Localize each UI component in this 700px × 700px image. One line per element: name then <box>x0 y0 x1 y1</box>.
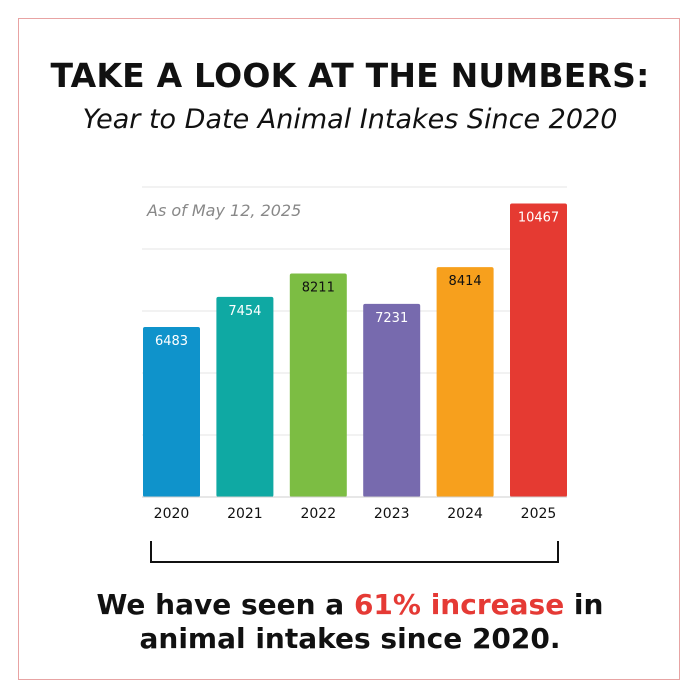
page-title: TAKE A LOOK AT THE NUMBERS: <box>50 56 650 95</box>
bar-value-label: 6483 <box>155 334 188 349</box>
increase-highlight: 61% increase <box>353 588 565 621</box>
x-tick-label: 2023 <box>374 506 410 522</box>
x-tick-label: 2024 <box>447 506 483 522</box>
x-tick-label: 2022 <box>300 506 336 522</box>
x-tick-label: 2021 <box>227 506 263 522</box>
bar-2022 <box>289 273 347 497</box>
summary-pre: We have seen a <box>96 588 354 621</box>
bar-2023 <box>363 303 421 497</box>
bar-value-label: 8414 <box>449 274 482 289</box>
summary-line-2: animal intakes since 2020. <box>139 622 561 655</box>
date-annotation: As of May 12, 2025 <box>146 201 301 220</box>
summary-post: in <box>564 588 604 621</box>
bar-2025 <box>510 203 567 497</box>
border-frame <box>18 18 680 680</box>
page-subtitle: Year to Date Animal Intakes Since 2020 <box>82 104 618 135</box>
gridlines <box>142 186 567 436</box>
x-tick-label: 2020 <box>154 506 190 522</box>
bar-value-label: 7231 <box>375 311 408 326</box>
summary-line-1: We have seen a 61% increase in <box>0 588 700 622</box>
bar-value-label: 7454 <box>228 304 261 319</box>
bar-2020 <box>143 327 200 497</box>
bar-2024 <box>436 267 494 497</box>
bars: 6483 2020 7454 2021 8211 2022 7231 2023 8414 2024… <box>143 203 567 522</box>
summary-statement: We have seen a 61% increase in animal in… <box>0 588 700 656</box>
bar-value-label: 10467 <box>518 211 559 226</box>
bar-value-label: 8211 <box>302 280 335 295</box>
bar-2021 <box>216 296 274 497</box>
range-bracket <box>150 541 559 563</box>
x-tick-label: 2025 <box>521 506 557 522</box>
